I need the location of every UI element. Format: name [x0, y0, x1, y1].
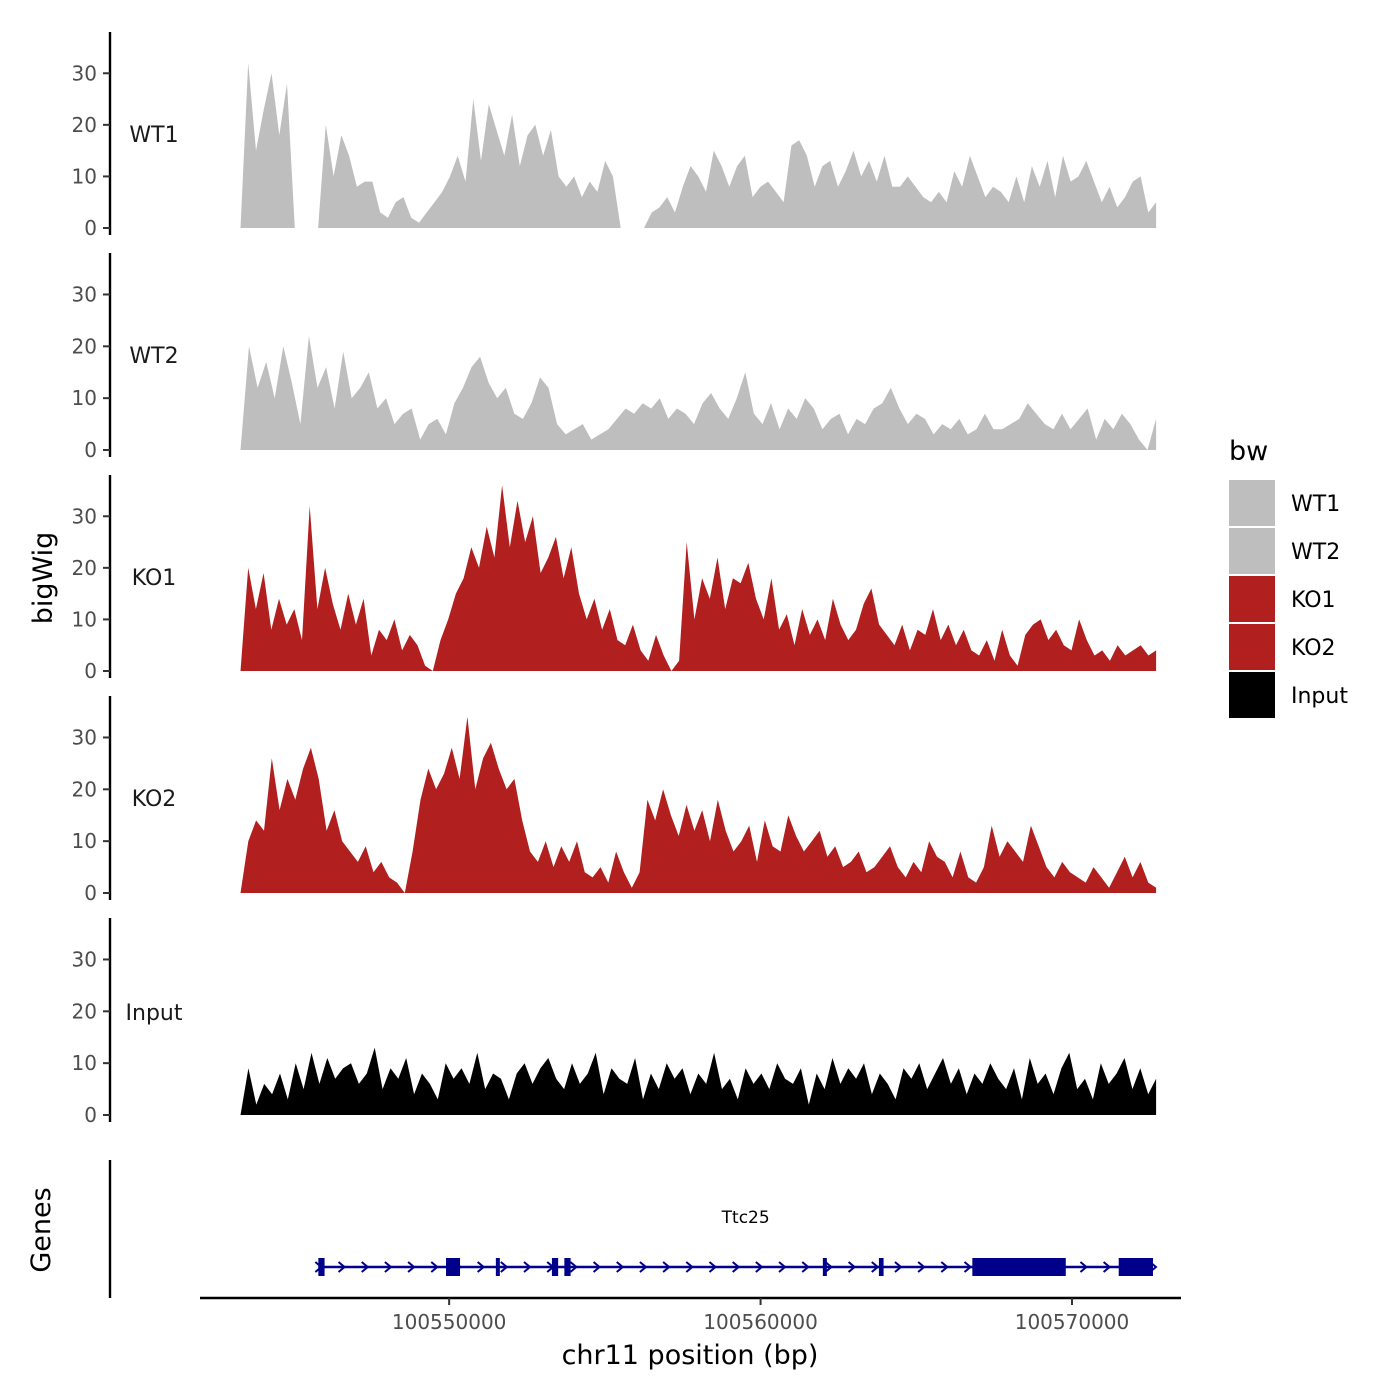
coverage-area-Input — [240, 1047, 1157, 1115]
strand-arrow-icon — [963, 1261, 973, 1273]
coverage-area-WT1 — [240, 62, 1157, 229]
track-label-KO1: KO1 — [132, 566, 177, 591]
gene-Ttc25: Ttc25 — [314, 1208, 1158, 1276]
y-tick-label: 20 — [72, 334, 97, 358]
strand-arrow-icon — [430, 1261, 439, 1273]
y-tick-label: 20 — [72, 556, 97, 580]
y-tick-label: 20 — [72, 777, 97, 801]
strand-arrow-icon — [755, 1261, 764, 1273]
track-label-KO2: KO2 — [132, 787, 177, 812]
y-tick-label: 0 — [84, 216, 97, 240]
strand-arrow-icon — [778, 1261, 787, 1273]
exon-block — [495, 1258, 500, 1276]
legend-swatch-Input — [1229, 672, 1275, 718]
track-label-WT2: WT2 — [129, 344, 178, 369]
strand-arrow-icon — [917, 1261, 926, 1273]
strand-arrow-icon — [732, 1261, 741, 1273]
x-tick-label: 100560000 — [703, 1310, 818, 1334]
strand-arrow-icon — [685, 1261, 694, 1273]
strand-arrow-icon — [871, 1261, 880, 1273]
exon-block — [822, 1258, 827, 1276]
y-tick-label: 10 — [72, 829, 97, 853]
y-tick-label: 10 — [72, 386, 97, 410]
coverage-tracks: 0 10 20 30 WT1 0 10 20 30 WT2 0 10 20 30 KO1 0 10 20 30 KO2… — [72, 32, 1157, 1127]
strand-arrow-icon — [476, 1261, 486, 1273]
strand-arrow-icon — [569, 1261, 578, 1273]
exon-block — [1118, 1258, 1153, 1276]
strand-arrow-icon — [523, 1261, 532, 1273]
strand-arrow-icon — [1102, 1261, 1112, 1273]
legend-label-WT2: WT2 — [1291, 540, 1340, 565]
strand-arrow-icon — [500, 1261, 509, 1273]
strand-arrow-icon — [337, 1261, 347, 1273]
strand-arrow-icon — [824, 1261, 833, 1273]
strand-arrow-icon — [384, 1261, 393, 1273]
strand-arrow-icon — [639, 1261, 648, 1273]
y-tick-label: 0 — [84, 881, 97, 905]
y-tick-label: 10 — [72, 1051, 97, 1075]
legend: bw WT1 WT2 KO1 KO2 Input — [1229, 436, 1348, 718]
track-KO2: 0 10 20 30 KO2 — [72, 696, 1157, 905]
legend-swatch-WT2 — [1229, 528, 1275, 574]
legend-label-Input: Input — [1291, 684, 1348, 709]
y-axis-title-group: bigWig — [28, 532, 59, 625]
strand-arrow-icon — [708, 1261, 718, 1273]
strand-arrow-icon — [662, 1261, 671, 1273]
strand-arrow-icon — [407, 1261, 416, 1273]
legend-label-WT1: WT1 — [1291, 492, 1340, 517]
y-tick-label: 30 — [72, 725, 97, 749]
x-tick-label: 100570000 — [1015, 1310, 1130, 1334]
strand-arrow-icon — [894, 1261, 903, 1273]
gene-label: Ttc25 — [721, 1208, 770, 1228]
legend-swatch-KO2 — [1229, 624, 1275, 670]
track-Input: 0 10 20 30 Input — [72, 918, 1157, 1127]
coverage-area-KO2 — [240, 716, 1157, 893]
strand-arrow-icon — [616, 1261, 625, 1273]
genes-axis-title: Genes — [26, 1187, 57, 1272]
strand-arrow-icon — [847, 1261, 857, 1273]
track-label-Input: Input — [126, 1001, 183, 1026]
exon-block — [446, 1258, 461, 1276]
exon-block — [551, 1258, 559, 1276]
strand-arrow-icon — [940, 1261, 949, 1273]
exon-block — [878, 1258, 884, 1276]
genes-track: Genes Ttc25 — [26, 1160, 1158, 1298]
track-KO1: 0 10 20 30 KO1 — [72, 475, 1157, 683]
legend-swatch-WT1 — [1229, 480, 1275, 526]
y-tick-label: 30 — [72, 61, 97, 85]
legend-title: bw — [1229, 436, 1268, 467]
x-tick-label: 100550000 — [392, 1310, 507, 1334]
x-axis: chr11 position (bp) 100550000 100560000 10… — [200, 1296, 1181, 1371]
track-WT1: 0 10 20 30 WT1 — [72, 32, 1157, 240]
y-tick-label: 0 — [84, 659, 97, 683]
y-tick-label: 0 — [84, 438, 97, 462]
strand-arrow-icon — [801, 1261, 810, 1273]
strand-arrow-icon — [361, 1261, 370, 1273]
track-label-WT1: WT1 — [129, 123, 178, 148]
y-tick-label: 20 — [72, 113, 97, 137]
coverage-area-KO1 — [240, 485, 1157, 671]
x-axis-title: chr11 position (bp) — [562, 1340, 819, 1371]
y-tick-label: 30 — [72, 504, 97, 528]
coverage-area-WT2 — [240, 335, 1157, 450]
legend-label-KO2: KO2 — [1291, 636, 1336, 661]
exon-block — [564, 1258, 571, 1276]
y-tick-label: 0 — [84, 1103, 97, 1127]
strand-arrow-icon — [1079, 1261, 1088, 1273]
legend-label-KO1: KO1 — [1291, 588, 1336, 613]
exon-block — [972, 1258, 1066, 1276]
strand-arrow-icon — [592, 1261, 602, 1273]
exon-block — [318, 1258, 325, 1276]
y-tick-label: 30 — [72, 282, 97, 306]
y-tick-label: 10 — [72, 607, 97, 631]
y-axis-title: bigWig — [28, 532, 59, 625]
y-tick-label: 30 — [72, 947, 97, 971]
legend-swatch-KO1 — [1229, 576, 1275, 622]
y-tick-label: 20 — [72, 999, 97, 1023]
track-WT2: 0 10 20 30 WT2 — [72, 253, 1157, 462]
y-tick-label: 10 — [72, 164, 97, 188]
